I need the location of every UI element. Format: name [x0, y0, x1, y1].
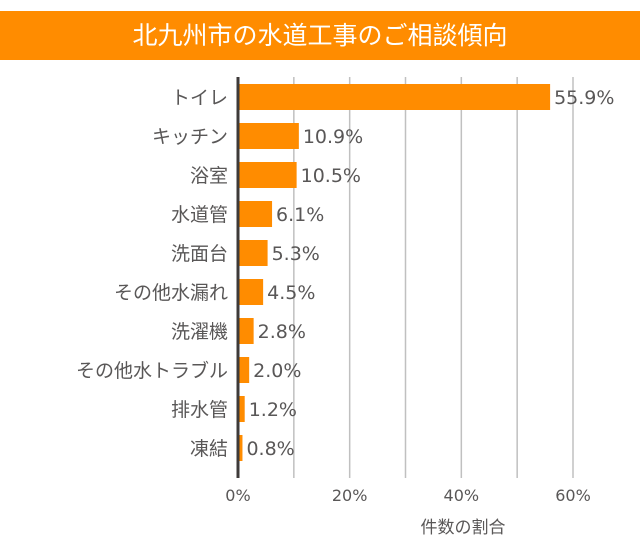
- data-label: 2.0%: [253, 360, 301, 382]
- data-label: 5.3%: [272, 243, 320, 265]
- data-label: 55.9%: [554, 87, 614, 109]
- data-label: 6.1%: [276, 204, 324, 226]
- category-label: キッチン: [152, 126, 228, 148]
- data-label: 1.2%: [249, 399, 297, 421]
- data-label: 0.8%: [246, 438, 294, 460]
- x-tick-label: 0%: [225, 486, 250, 505]
- x-tick-label: 20%: [332, 486, 368, 505]
- bar: [239, 396, 245, 422]
- bar: [239, 84, 551, 110]
- bar: [239, 240, 268, 266]
- category-label: 凍結: [190, 438, 228, 460]
- category-label: 水道管: [171, 204, 228, 226]
- bar: [239, 318, 254, 344]
- category-label: 洗面台: [171, 243, 228, 265]
- chart-title: 北九州市の水道工事のご相談傾向: [0, 11, 640, 60]
- category-label: その他水漏れ: [114, 282, 228, 304]
- data-label: 4.5%: [267, 282, 315, 304]
- category-label: その他水トラブル: [76, 359, 228, 382]
- data-label: 2.8%: [258, 321, 306, 343]
- bar: [239, 357, 250, 383]
- x-tick-label: 40%: [444, 486, 480, 505]
- x-tick-label: 60%: [555, 486, 591, 505]
- bar: [239, 435, 243, 461]
- category-label: 浴室: [190, 165, 228, 187]
- category-label: トイレ: [171, 87, 228, 109]
- bar: [239, 201, 273, 227]
- bar: [239, 279, 264, 305]
- data-label: 10.9%: [303, 126, 363, 148]
- bar: [239, 123, 299, 149]
- data-label: 10.5%: [301, 165, 361, 187]
- x-axis-label: 件数の割合: [421, 518, 506, 538]
- category-label: 排水管: [171, 399, 228, 421]
- bar: [239, 162, 297, 188]
- category-label: 洗濯機: [171, 321, 228, 343]
